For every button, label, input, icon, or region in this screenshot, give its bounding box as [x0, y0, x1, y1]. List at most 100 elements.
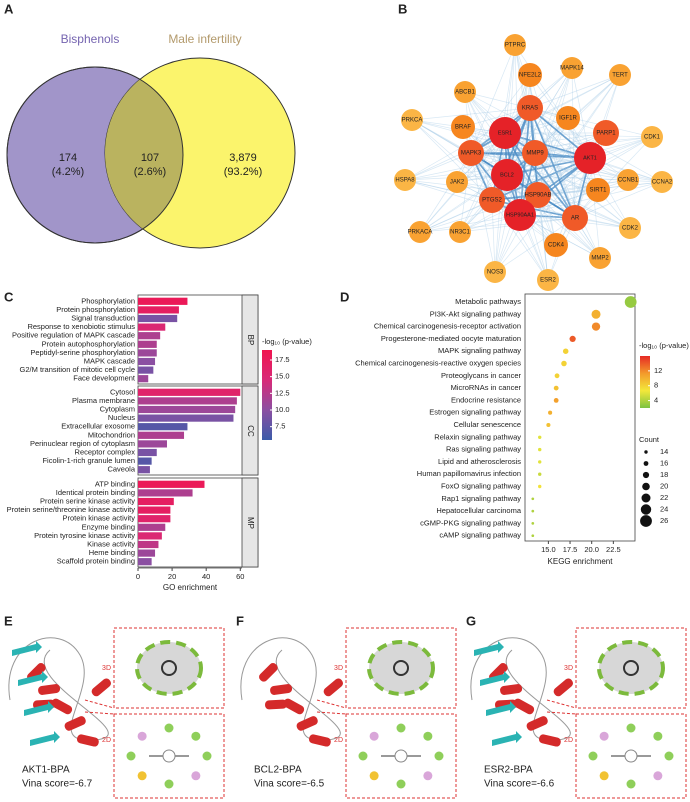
network-node-label: MMP9 [526, 151, 544, 157]
protein-sheet [492, 731, 522, 746]
category-label: Rap1 signaling pathway [441, 494, 521, 503]
network-node-label: HSPA8 [395, 178, 415, 184]
network-node [518, 63, 542, 87]
venn-percent: (2.6%) [134, 166, 166, 178]
network-node-label: CDK1 [644, 135, 661, 141]
residue-2d [599, 731, 609, 741]
dot [531, 534, 535, 538]
colorbar-tick-label: 12 [654, 366, 662, 375]
network-node-label: ESR1 [498, 130, 512, 136]
network-edge [571, 67, 576, 219]
size-legend-label: 26 [660, 516, 668, 525]
x-tick-label: 20 [168, 572, 176, 581]
network-node-label: KRAS [522, 106, 538, 112]
network-node [544, 233, 568, 257]
view-label: 3D [334, 665, 343, 672]
bar [138, 489, 193, 497]
network-edge [470, 44, 516, 154]
ligand-3d [393, 660, 409, 676]
network-node [525, 182, 551, 208]
network-node-label: PRKCA [402, 118, 423, 124]
surface-3d [367, 640, 435, 696]
network-node [619, 217, 641, 239]
bar [138, 405, 236, 414]
dot [531, 497, 535, 501]
network-edge [574, 181, 663, 219]
colorbar-title: -log₁₀ (p-value) [639, 341, 689, 350]
network-node-label: CCNB1 [618, 178, 639, 184]
residue-2d [191, 771, 201, 781]
protein-helix [538, 734, 561, 747]
protein-sheet [474, 641, 504, 656]
panel-label: A [4, 1, 14, 16]
size-legend-label: 14 [660, 447, 668, 456]
x-axis-label: KEGG enrichment [548, 557, 614, 566]
x-axis-label: GO enrichment [163, 583, 218, 592]
bar [138, 431, 185, 439]
dot [591, 322, 601, 331]
bar [138, 349, 157, 357]
colorbar-tick-label: 7.5 [275, 422, 285, 431]
network-node-label: MMP2 [591, 256, 609, 262]
network-edge [459, 132, 506, 233]
bar [138, 506, 171, 514]
network-edge [491, 136, 653, 201]
facet-strip [241, 477, 259, 568]
network-node [556, 106, 580, 130]
protein-sheet [12, 641, 42, 656]
bar [138, 497, 174, 506]
category-label: Enzyme binding [82, 522, 135, 531]
view-box [113, 627, 225, 709]
protein-helix [51, 698, 73, 715]
network-node-label: AR [571, 216, 580, 222]
network-edge [411, 119, 493, 201]
dot [569, 335, 576, 342]
bar [138, 532, 162, 540]
network-edge [567, 117, 576, 219]
size-legend-dot [640, 515, 652, 527]
category-label: Human papillomavirus infection [417, 469, 521, 478]
network-node [401, 109, 423, 131]
protein-helix [91, 678, 112, 697]
view-box [113, 713, 225, 799]
size-legend-dot [642, 471, 650, 479]
category-label: Chemical carcinogenesis-reactive oxygen … [355, 358, 521, 367]
bar [138, 523, 166, 531]
residue-2d [126, 751, 136, 761]
network-node-label: PRKACA [408, 230, 433, 236]
venn-set-label: Bisphenols [61, 32, 120, 46]
bar [138, 423, 188, 431]
network-node-label: TERT [612, 73, 628, 79]
category-label: Positive regulation of MAPK cascade [12, 331, 135, 340]
protein-helix [526, 716, 548, 731]
bar [138, 558, 152, 566]
category-label: Estrogen signaling pathway [429, 408, 521, 417]
network-edge [419, 214, 521, 233]
network-node [522, 140, 548, 166]
size-legend-dot [642, 482, 650, 491]
network-node-label: SIRT1 [590, 188, 608, 194]
network-node-label: JAK2 [450, 180, 465, 186]
venn-intersection [105, 67, 183, 243]
venn-count: 174 [59, 152, 77, 164]
network-edge [589, 157, 601, 259]
network-node [586, 178, 610, 202]
size-legend-label: 18 [660, 470, 668, 479]
dot [562, 348, 569, 354]
category-label: Phosphorylation [81, 296, 135, 305]
category-label: Hepatocellular carcinoma [436, 506, 521, 515]
residue-2d [434, 751, 444, 761]
category-label: Relaxin signaling pathway [434, 432, 521, 441]
facet-label: BP [246, 335, 255, 346]
docking-score: Vina score=-6.7 [22, 779, 93, 790]
view-label: 2D [564, 737, 573, 744]
ligand-2d [624, 749, 638, 763]
network-edge [494, 217, 576, 273]
dot [531, 522, 535, 525]
view-box [575, 713, 687, 799]
ligand-2d [394, 749, 408, 763]
x-tick-label: 22.5 [606, 545, 621, 554]
network-edge [506, 174, 601, 259]
colorbar [262, 350, 272, 440]
